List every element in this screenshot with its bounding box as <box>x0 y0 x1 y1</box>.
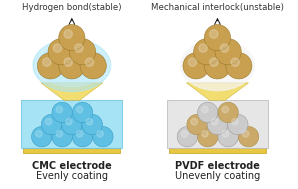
Circle shape <box>76 131 83 137</box>
Circle shape <box>52 126 72 147</box>
Circle shape <box>215 39 241 65</box>
Circle shape <box>226 53 252 79</box>
Circle shape <box>43 58 51 66</box>
Circle shape <box>53 44 62 52</box>
Circle shape <box>82 114 103 135</box>
Circle shape <box>222 131 229 137</box>
Circle shape <box>56 106 63 113</box>
Text: Unevenly coating: Unevenly coating <box>175 171 260 181</box>
Ellipse shape <box>38 44 106 87</box>
Circle shape <box>80 53 106 79</box>
Polygon shape <box>167 100 268 148</box>
Circle shape <box>231 58 239 66</box>
Circle shape <box>198 126 218 147</box>
Circle shape <box>36 131 42 137</box>
Circle shape <box>41 114 62 135</box>
Circle shape <box>72 126 93 147</box>
Circle shape <box>52 102 72 123</box>
Circle shape <box>209 58 218 66</box>
Polygon shape <box>186 83 249 100</box>
Circle shape <box>232 119 238 125</box>
Circle shape <box>76 106 83 113</box>
Circle shape <box>64 30 72 38</box>
Circle shape <box>202 131 208 137</box>
Circle shape <box>242 131 249 137</box>
Text: Hydrogen bond(stable): Hydrogen bond(stable) <box>22 3 122 12</box>
Circle shape <box>183 53 209 79</box>
Circle shape <box>220 44 229 52</box>
Text: PVDF electrode: PVDF electrode <box>175 161 260 171</box>
Ellipse shape <box>181 40 254 91</box>
Polygon shape <box>41 83 103 100</box>
Polygon shape <box>167 100 268 148</box>
Circle shape <box>207 114 228 135</box>
Circle shape <box>188 58 197 66</box>
Circle shape <box>45 119 52 125</box>
Circle shape <box>97 131 103 137</box>
Circle shape <box>48 39 74 65</box>
Circle shape <box>204 25 231 51</box>
Text: Evenly coating: Evenly coating <box>36 171 108 181</box>
Circle shape <box>187 114 207 135</box>
Ellipse shape <box>33 39 111 91</box>
Circle shape <box>37 53 63 79</box>
Polygon shape <box>21 100 122 148</box>
Circle shape <box>32 126 52 147</box>
Circle shape <box>75 44 83 52</box>
Circle shape <box>72 102 93 123</box>
Circle shape <box>59 53 85 79</box>
Circle shape <box>228 114 248 135</box>
Circle shape <box>86 119 93 125</box>
Circle shape <box>204 53 231 79</box>
Circle shape <box>66 119 72 125</box>
Circle shape <box>198 102 218 123</box>
Circle shape <box>218 126 238 147</box>
Circle shape <box>209 30 218 38</box>
Circle shape <box>194 39 220 65</box>
Circle shape <box>211 119 218 125</box>
Text: CMC electrode: CMC electrode <box>32 161 112 171</box>
Text: Mechanical interlock(unstable): Mechanical interlock(unstable) <box>151 3 284 12</box>
Circle shape <box>222 106 229 113</box>
Polygon shape <box>21 100 122 148</box>
Polygon shape <box>23 148 120 153</box>
Circle shape <box>64 58 72 66</box>
Circle shape <box>199 44 207 52</box>
Circle shape <box>56 131 63 137</box>
Circle shape <box>85 58 94 66</box>
Circle shape <box>191 119 198 125</box>
Circle shape <box>218 102 238 123</box>
Circle shape <box>181 131 188 137</box>
Circle shape <box>177 126 198 147</box>
Circle shape <box>59 25 85 51</box>
Circle shape <box>69 39 96 65</box>
Polygon shape <box>169 148 266 153</box>
Circle shape <box>238 126 259 147</box>
Circle shape <box>202 106 208 113</box>
Circle shape <box>62 114 82 135</box>
Circle shape <box>93 126 113 147</box>
